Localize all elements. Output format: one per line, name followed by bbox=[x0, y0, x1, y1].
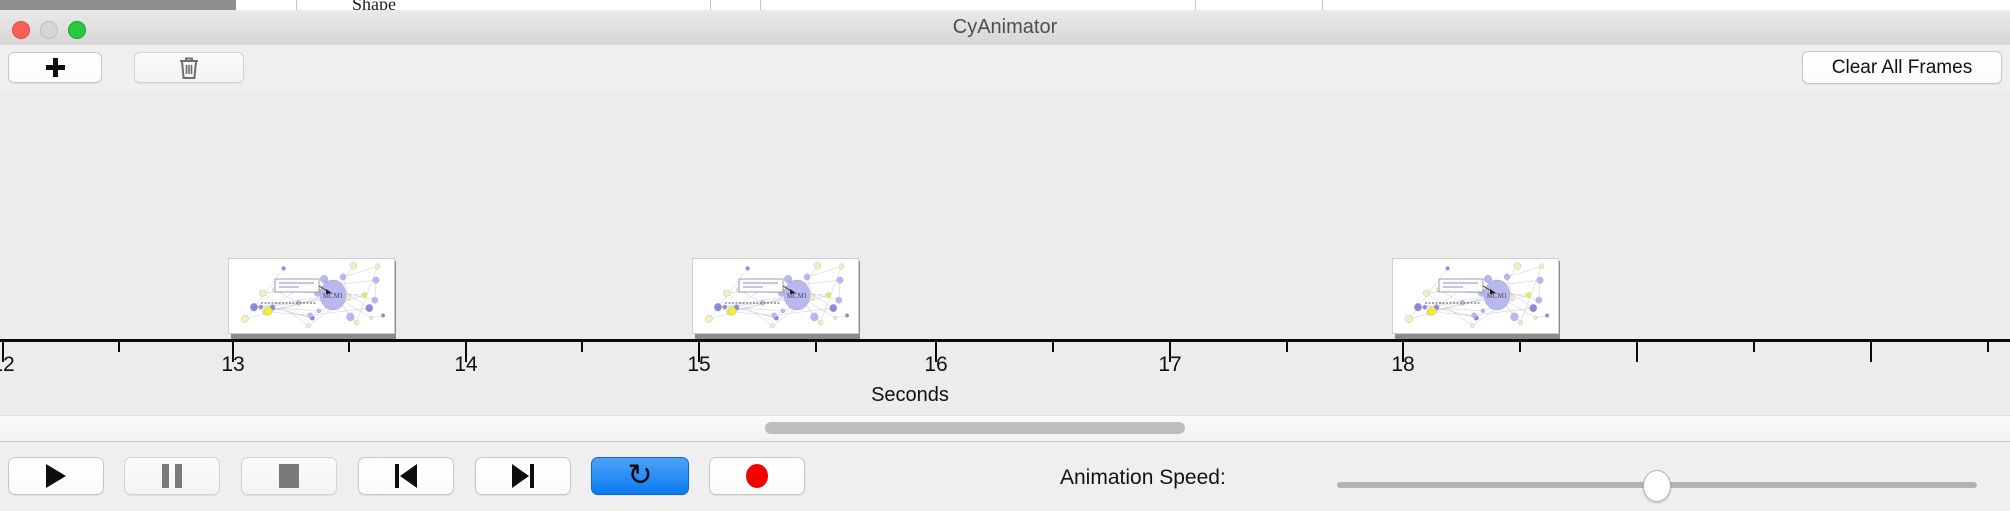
timeline-tick bbox=[1519, 342, 1521, 352]
background-arc-decoration bbox=[1700, 0, 1764, 10]
loop-button[interactable]: ↻ bbox=[591, 457, 689, 495]
background-window-dark bbox=[0, 0, 236, 10]
window-title: CyAnimator bbox=[0, 10, 2010, 45]
background-divider bbox=[760, 0, 761, 10]
stop-icon bbox=[279, 464, 299, 488]
frame-network-image[interactable]: MCM1 bbox=[1392, 258, 1559, 334]
timeline-tick bbox=[1286, 342, 1288, 352]
title-bar[interactable]: CyAnimator bbox=[0, 10, 2010, 46]
frame-thumbnail[interactable]: MCM1 bbox=[228, 258, 393, 336]
timeline-tick-label: 18 bbox=[1391, 353, 1414, 377]
background-divider bbox=[1195, 0, 1196, 10]
play-icon bbox=[46, 464, 66, 488]
play-button[interactable] bbox=[8, 457, 104, 495]
timeline-tick bbox=[1052, 342, 1054, 352]
timeline-tick-label: 16 bbox=[924, 353, 947, 377]
timeline-scrollbar-thumb[interactable] bbox=[765, 422, 1185, 434]
skip-previous-button[interactable] bbox=[358, 457, 454, 495]
background-divider bbox=[296, 0, 297, 10]
timeline-tick-label: 15 bbox=[687, 353, 710, 377]
timeline-tick-label: 14 bbox=[454, 353, 477, 377]
svg-text:MCM1: MCM1 bbox=[323, 292, 344, 300]
timeline-tick bbox=[1870, 342, 1872, 362]
timeline-tick bbox=[581, 342, 583, 352]
playback-control-bar: ↻ Animation Speed: bbox=[0, 441, 2010, 511]
clear-all-frames-button[interactable]: Clear All Frames bbox=[1802, 51, 2002, 84]
timeline-ruler-line bbox=[0, 339, 2010, 342]
svg-text:MCM1: MCM1 bbox=[1487, 292, 1508, 300]
frame-thumbnail[interactable]: MCM1 bbox=[692, 258, 857, 336]
timeline-tick bbox=[1636, 342, 1638, 362]
skip-next-icon bbox=[512, 464, 534, 488]
skip-next-button[interactable] bbox=[475, 457, 571, 495]
trash-icon bbox=[177, 55, 201, 81]
timeline-axis-title: Seconds bbox=[871, 384, 949, 407]
record-icon bbox=[746, 464, 768, 488]
delete-frame-button[interactable] bbox=[134, 52, 244, 83]
add-frame-button[interactable] bbox=[8, 52, 102, 83]
background-divider bbox=[710, 0, 711, 10]
frame-network-image[interactable]: MCM1 bbox=[228, 258, 395, 334]
timeline-tick-label: 13 bbox=[221, 353, 244, 377]
frame-toolbar: Clear All Frames bbox=[0, 45, 2010, 91]
record-button[interactable] bbox=[709, 457, 805, 495]
timeline-panel[interactable]: MCM1 MCM1 MCM1 12 13 14 15 16 17 18 Seconds bbox=[0, 90, 2010, 415]
background-arc-decoration bbox=[1910, 0, 1974, 10]
timeline-tick bbox=[1987, 342, 1989, 352]
timeline-tick bbox=[118, 342, 120, 352]
timeline-tick-label: 17 bbox=[1158, 353, 1181, 377]
background-divider bbox=[1322, 0, 1323, 10]
timeline-tick bbox=[1753, 342, 1755, 352]
pause-button[interactable] bbox=[124, 457, 220, 495]
timeline-tick bbox=[815, 342, 817, 352]
timeline-tick bbox=[348, 342, 350, 352]
background-app-label: Shape bbox=[352, 0, 396, 10]
background-apps-strip: Shape bbox=[0, 0, 2010, 10]
skip-previous-icon bbox=[395, 464, 417, 488]
frame-network-image[interactable]: MCM1 bbox=[692, 258, 859, 334]
timeline-scrollbar[interactable] bbox=[0, 415, 2010, 442]
animation-speed-slider-thumb[interactable] bbox=[1643, 470, 1671, 502]
loop-icon: ↻ bbox=[627, 461, 652, 491]
svg-text:MCM1: MCM1 bbox=[787, 292, 808, 300]
timeline-tick-label: 12 bbox=[0, 353, 15, 377]
plus-icon bbox=[46, 58, 65, 77]
frame-thumbnail[interactable]: MCM1 bbox=[1392, 258, 1557, 336]
pause-icon bbox=[162, 464, 182, 488]
animation-speed-label: Animation Speed: bbox=[1060, 466, 1226, 490]
stop-button[interactable] bbox=[241, 457, 337, 495]
